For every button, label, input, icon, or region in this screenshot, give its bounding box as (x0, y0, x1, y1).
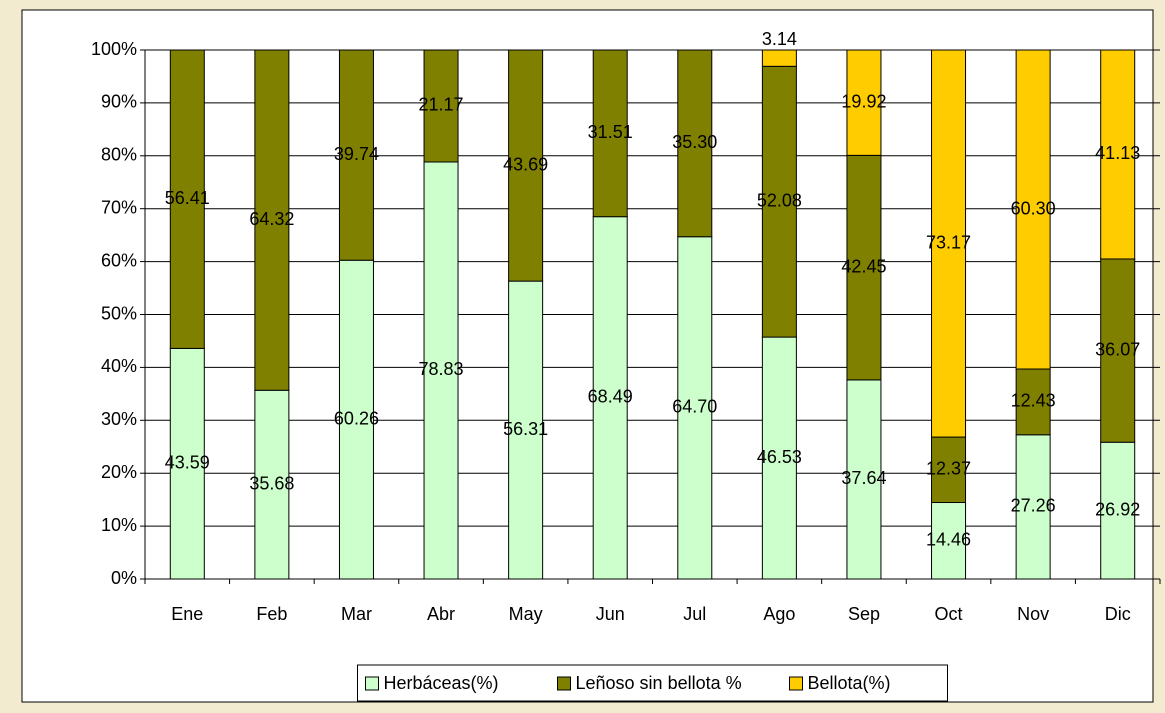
bar-segment (423, 161, 459, 580)
bar-segment (846, 154, 882, 381)
data-label: 19.92 (841, 91, 886, 111)
x-tick-label: Abr (427, 604, 455, 624)
bar-segment (508, 49, 544, 282)
bar-segment (677, 236, 713, 580)
bar-segment (677, 49, 713, 238)
data-label: 78.83 (419, 359, 464, 379)
bar-segment (254, 389, 290, 580)
data-label: 43.69 (503, 154, 548, 174)
bar-segment (761, 65, 797, 338)
x-tick-label: Ago (763, 604, 795, 624)
data-label: 27.26 (1011, 496, 1056, 516)
bar-segment (254, 49, 290, 391)
bar-segment (338, 259, 374, 580)
data-label: 41.13 (1095, 143, 1140, 163)
bar-segment (1100, 49, 1136, 260)
bar-segment (592, 49, 628, 218)
x-tick-label: Sep (848, 604, 880, 624)
y-tick-label: 90% (101, 92, 137, 112)
y-tick-label: 60% (101, 250, 137, 270)
data-label: 37.64 (841, 468, 886, 488)
bar-segment (169, 347, 205, 580)
data-label: 56.31 (503, 419, 548, 439)
bar-segment (931, 436, 967, 504)
data-label: 68.49 (588, 387, 633, 407)
y-tick-label: 30% (101, 409, 137, 429)
data-label: 35.68 (249, 473, 294, 493)
x-tick-label: May (509, 604, 543, 624)
data-label: 26.92 (1095, 499, 1140, 519)
data-label: 36.07 (1095, 339, 1140, 359)
legend-label: Herbáceas(%) (384, 673, 499, 693)
bar-segment (1100, 258, 1136, 443)
bar-segment (423, 49, 459, 163)
x-tick-label: Ene (171, 604, 203, 624)
bar-segment (931, 49, 967, 438)
x-tick-label: Jul (683, 604, 706, 624)
x-tick-label: Dic (1105, 604, 1131, 624)
bar-segment (1100, 441, 1136, 580)
bar-segment (338, 49, 374, 261)
y-tick-label: 80% (101, 145, 137, 165)
data-label: 64.32 (249, 209, 294, 229)
data-label: 60.26 (334, 408, 379, 428)
y-tick-label: 70% (101, 197, 137, 217)
data-label: 39.74 (334, 144, 379, 164)
bar-segment (592, 216, 628, 580)
y-tick-label: 10% (101, 515, 137, 535)
data-label: 73.17 (926, 232, 971, 252)
data-label: 43.59 (165, 452, 210, 472)
data-label: 42.45 (841, 256, 886, 276)
bar-segment (169, 49, 205, 349)
x-tick-label: Oct (935, 604, 963, 624)
legend-swatch (365, 676, 379, 691)
y-tick-label: 0% (111, 568, 137, 588)
bar-segment (846, 49, 882, 156)
bar-segment (508, 280, 544, 580)
data-label: 12.37 (926, 459, 971, 479)
data-label: 35.30 (672, 132, 717, 152)
x-tick-label: Feb (256, 604, 287, 624)
legend-label: Bellota(%) (808, 673, 891, 693)
y-tick-label: 100% (91, 39, 137, 59)
data-label: 21.17 (419, 95, 464, 115)
legend-swatch (789, 676, 803, 691)
bar-segment (1015, 49, 1051, 370)
y-tick-label: 40% (101, 356, 137, 376)
data-label: 12.43 (1011, 391, 1056, 411)
x-tick-label: Mar (341, 604, 372, 624)
data-label: 60.30 (1011, 198, 1056, 218)
y-tick-label: 50% (101, 303, 137, 323)
bar-segment (761, 336, 797, 580)
data-label: 14.46 (926, 530, 971, 550)
x-tick-label: Nov (1017, 604, 1049, 624)
legend-label: Leñoso sin bellota % (576, 673, 742, 693)
data-label: 52.08 (757, 190, 802, 210)
y-tick-label: 20% (101, 462, 137, 482)
bar-segment (761, 49, 797, 67)
data-label: 3.14 (762, 29, 797, 49)
legend-swatch (557, 676, 571, 691)
legend-box (357, 664, 948, 702)
data-label: 46.53 (757, 447, 802, 467)
data-label: 56.41 (165, 188, 210, 208)
x-tick-label: Jun (596, 604, 625, 624)
data-label: 31.51 (588, 122, 633, 142)
data-label: 64.70 (672, 397, 717, 417)
